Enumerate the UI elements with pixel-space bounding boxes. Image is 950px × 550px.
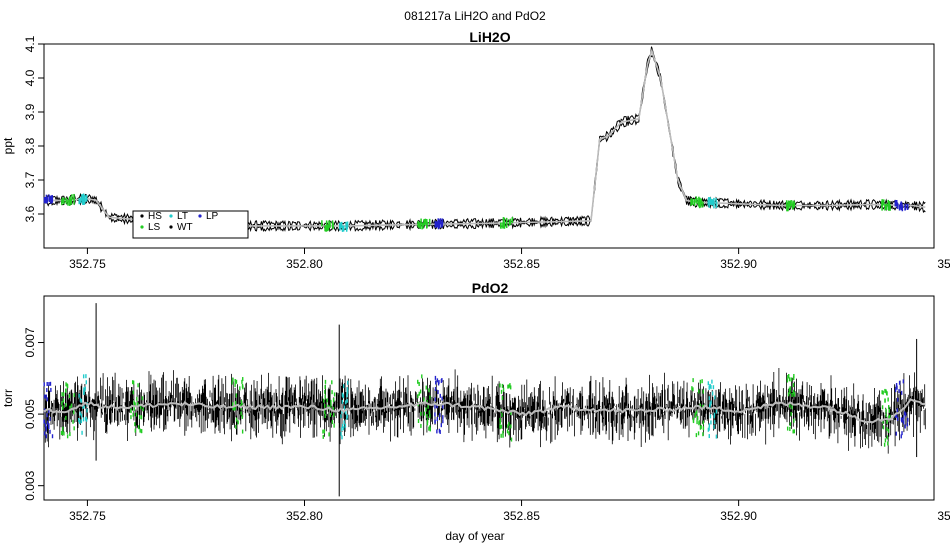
lih2o-segment-LS [417,218,431,230]
pdo2-segment-LT [340,380,349,440]
legend-label: LS [148,222,161,233]
pdo2-segment-LS [499,383,513,442]
lih2o-ytick-label: 4.1 [23,35,37,52]
panel-pdo2: PdO2 torr day of year 352.75 352.80 352.85… [1,280,950,543]
legend-entry-hs: HS [140,211,162,222]
legend-marker [140,214,144,218]
lih2o-segment-LP [43,194,54,204]
panel-pdo2-title: PdO2 [472,280,509,296]
lih2o-xtick-label: 352.85 [503,257,540,271]
lih2o-segment-LS [881,199,891,211]
lih2o-segment-LT [78,193,88,205]
lih2o-segment-LS [690,196,704,209]
lih2o-ytick-label: 3.6 [23,205,37,222]
legend-entry-lp: LP [198,211,219,222]
lih2o-segment-LS [61,193,75,206]
lih2o-ytick-label: 4.0 [23,69,37,86]
lih2o-segment-LP [434,218,444,230]
pdo2-raw-trace [44,368,926,454]
lih2o-segment-LS [499,216,514,229]
lih2o-segment-LS [785,200,796,212]
legend-marker [198,214,202,218]
pdo2-segment-LS [60,382,75,439]
lih2o-mean-line [44,48,926,227]
pdo2-segment-LS [417,374,431,432]
panel-lih2o-title: LiH2O [469,29,510,45]
legend-label: HS [148,211,162,222]
pdo2-xtick-label: 352.80 [286,509,323,523]
legend-marker [169,225,173,229]
pdo2-axes: 352.75 352.80 352.85 352.90 352.95 0.003 0.005… [23,327,950,523]
pdo2-xtick-label: 352.85 [503,509,540,523]
lih2o-ytick-label: 3.8 [23,137,37,154]
lih2o-xtick-label: 352.80 [286,257,323,271]
panel-lih2o-ylabel: ppt [1,137,15,154]
legend-entry-lt: LT [169,211,188,222]
legend-entry-wt: WT [169,222,193,233]
legend-marker [169,214,173,218]
lih2o-axes: 352.75 352.80 352.85 352.90 352.95 3.6 3.7 3.8 3… [23,35,950,271]
legend-label: LP [206,211,219,222]
pdo2-segment-LT [78,374,89,435]
panel-lih2o: LiH2O ppt 352.75 352.80 352.85 352.90 352.95… [1,29,950,271]
pdo2-segment-LS [691,378,705,438]
panel-pdo2-xlabel: day of year [445,529,504,543]
legend-box [132,210,249,239]
legend-marker [140,225,144,229]
lih2o-segment-LP [894,199,909,212]
pdo2-ytick-label: 0.005 [23,399,37,429]
lih2o-segment-LT [707,197,718,209]
pdo2-segment-LS [130,380,144,434]
pdo2-smoothed-line [43,398,926,424]
pdo2-segment-LS [786,373,796,434]
pdo2-xtick-label: 352.95 [937,509,950,523]
legend-entry-ls: LS [140,222,161,233]
lih2o-ytick-label: 3.7 [23,171,37,188]
lih2o-segment-LT [339,221,349,232]
panel-pdo2-ylabel: torr [1,389,15,407]
pdo2-xtick-label: 352.90 [720,509,757,523]
lih2o-ytick-label: 3.9 [23,103,37,120]
lih2o-xtick-label: 352.75 [69,257,106,271]
pdo2-ytick-label: 0.007 [23,327,37,357]
lih2o-series-group [43,46,926,233]
pdo2-series-group [43,303,926,497]
lih2o-xtick-label: 352.95 [937,257,950,271]
legend-label: WT [177,222,193,233]
lih2o-raw-upper [44,46,926,229]
lih2o-xtick-label: 352.90 [720,257,757,271]
lih2o-segment-LS [321,220,334,232]
pdo2-xtick-label: 352.75 [69,509,106,523]
pdo2-segment-LP [43,381,54,439]
legend-label: LT [177,211,188,222]
figure-title: 081217a LiH2O and PdO2 [404,9,546,23]
pdo2-segment-LT [707,379,718,439]
pdo2-segment-LP [434,375,444,434]
pdo2-ytick-label: 0.003 [23,470,37,500]
